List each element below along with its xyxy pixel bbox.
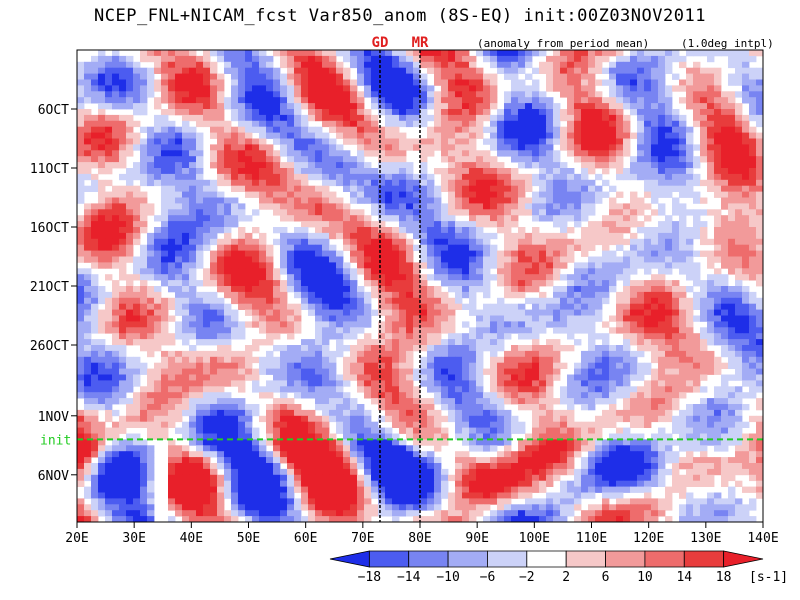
x-tick-label: 50E (237, 531, 260, 546)
colorbar-swatch (723, 550, 764, 568)
colorbar-tick-label: 10 (637, 570, 653, 585)
colorbar-swatch (408, 550, 449, 568)
x-tick-label: 90E (465, 531, 488, 546)
colorbar-tick-label: −6 (480, 570, 496, 585)
colorbar-tick-label: −18 (358, 570, 381, 585)
colorbar-tick-label: 6 (602, 570, 610, 585)
init-label: init (40, 433, 71, 448)
x-tick-label: 130E (690, 531, 721, 546)
marker-label-gd: GD (372, 35, 389, 51)
y-tick-label: 16OCT (30, 221, 69, 236)
colorbar-swatch (487, 550, 528, 568)
y-tick-label: 11OCT (30, 162, 69, 177)
y-tick-label: 26OCT (30, 339, 69, 354)
colorbar-swatch (605, 550, 646, 568)
colorbar-swatch (565, 550, 606, 568)
colorbar-swatch (447, 550, 488, 568)
chart-overlays: GD MR init (40, 35, 763, 522)
colorbar-tick-label: 14 (676, 570, 692, 585)
x-tick-label: 30E (122, 531, 145, 546)
colorbar-tick-label: −10 (436, 570, 459, 585)
colorbar-swatch (329, 550, 370, 568)
colorbar-swatch (683, 550, 725, 568)
y-tick-label: 21OCT (30, 280, 69, 295)
colorbar-tick-label: −14 (397, 570, 421, 585)
x-tick-label: 20E (65, 531, 88, 546)
colorbar-swatch (644, 550, 685, 568)
interpolation-note: (1.0deg intpl) (681, 37, 774, 50)
x-axis: 20E 30E 40E 50E 60E 70E 80E 90E 100E 110E 120E 130E… (65, 522, 779, 546)
y-tick-label: 6NOV (38, 469, 69, 484)
y-tick-label: 1NOV (38, 410, 69, 425)
x-tick-label: 100E (519, 531, 550, 546)
colorbar-swatch (526, 550, 567, 568)
x-tick-label: 60E (294, 531, 317, 546)
chart-title: NCEP_FNL+NICAM_fcst Var850_anom (8S-EQ) … (94, 6, 706, 26)
x-tick-label: 40E (180, 531, 203, 546)
colorbar: −18 −14 −10 −6 −2 2 6 10 14 18 [s-1] (329, 550, 788, 585)
colorbar-unit: [s-1] (749, 570, 788, 585)
y-axis: 6OCT 11OCT 16OCT 21OCT 26OCT 1NOV 6NOV (30, 103, 77, 484)
x-tick-label: 110E (576, 531, 607, 546)
x-tick-label: 140E (747, 531, 778, 546)
x-tick-label: 80E (408, 531, 431, 546)
anomaly-note: (anomaly from period mean) (477, 37, 650, 50)
y-tick-label: 6OCT (38, 103, 69, 118)
colorbar-swatch (368, 550, 410, 568)
colorbar-tick-label: 2 (562, 570, 570, 585)
x-tick-label: 120E (633, 531, 664, 546)
x-tick-label: 70E (351, 531, 374, 546)
colorbar-tick-label: 18 (716, 570, 732, 585)
colorbar-tick-label: −2 (519, 570, 535, 585)
anomaly-field (77, 50, 763, 522)
marker-label-mr: MR (412, 35, 429, 51)
